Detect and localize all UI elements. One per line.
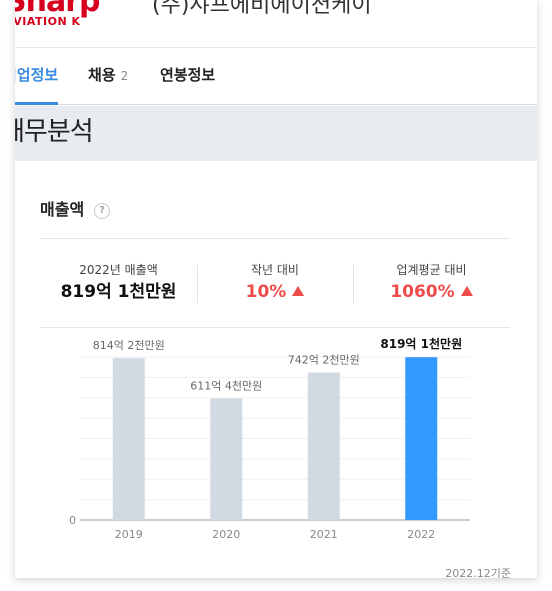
data-label: 819억 1천만원: [380, 336, 462, 351]
stat-label: 업계평균 대비: [396, 263, 467, 277]
stat-2022-sales: 2022년 매출액 819억 1천만원: [40, 262, 197, 303]
bar: [210, 398, 243, 520]
data-label: 814억 2천만원: [93, 338, 165, 352]
x-tick-label: 2021: [310, 528, 338, 541]
stat-value: 819억 1천만원: [60, 282, 177, 302]
bar: [112, 358, 145, 520]
stat-separator: [353, 265, 354, 303]
sales-bar-chart: 0 814억 2천만원 2019 611억 4천만원 2020 742억 2천만원 2021…: [69, 336, 470, 541]
company-name: (주)샤프에비에이션케이: [152, 0, 372, 18]
y-tick-label: 0: [69, 514, 76, 527]
company-header: Sharp AVIATION K (주)샤프에비에이션케이: [15, 0, 537, 48]
stat-value: 1060%: [390, 282, 455, 302]
logo-text: Sharp: [15, 0, 100, 19]
x-tick-label: 2022: [407, 528, 435, 541]
stat-label: 작년 대비: [251, 263, 299, 277]
up-triangle-icon: [292, 286, 305, 296]
footnote: 2022.12기준: [445, 567, 511, 578]
tab-label: 채용: [88, 66, 116, 84]
tab-bar: 기업정보 채용 2 연봉정보: [15, 49, 537, 105]
divider: [40, 238, 510, 239]
stat-separator: [197, 265, 198, 303]
section-band: 재무분석: [15, 106, 537, 161]
tab-count-badge: 2: [120, 69, 129, 83]
tab-salary[interactable]: 연봉정보: [160, 49, 215, 105]
stat-industry: 업계평균 대비 1060%: [353, 262, 510, 303]
bar: [307, 372, 340, 520]
stat-value-wrap: 1060%: [353, 281, 510, 303]
tab-recruit[interactable]: 채용 2: [88, 49, 128, 105]
data-label: 742억 2천만원: [288, 352, 360, 366]
stat-label: 2022년 매출액: [79, 263, 158, 277]
stat-value: 10%: [245, 282, 287, 302]
tab-company-info[interactable]: 기업정보: [15, 49, 59, 105]
data-label: 611억 4천만원: [190, 378, 262, 392]
sales-title: 매출액: [40, 200, 85, 219]
bar: [405, 357, 438, 520]
tab-label: 연봉정보: [160, 66, 216, 84]
up-triangle-icon: [460, 286, 473, 296]
logo-subtext: AVIATION K: [15, 15, 81, 28]
help-icon[interactable]: ?: [94, 203, 110, 219]
stat-value-wrap: 10%: [197, 281, 353, 303]
company-logo: Sharp AVIATION K: [15, 0, 100, 28]
section-title: 재무분석: [15, 117, 94, 147]
company-card: Sharp AVIATION K (주)샤프에비에이션케이 기업정보 채용 2 연…: [15, 0, 537, 578]
x-tick-label: 2019: [115, 528, 143, 541]
x-tick-label: 2020: [212, 528, 240, 541]
divider: [40, 327, 510, 328]
tab-label: 기업정보: [15, 66, 59, 84]
stat-yoy: 작년 대비 10%: [197, 262, 353, 303]
